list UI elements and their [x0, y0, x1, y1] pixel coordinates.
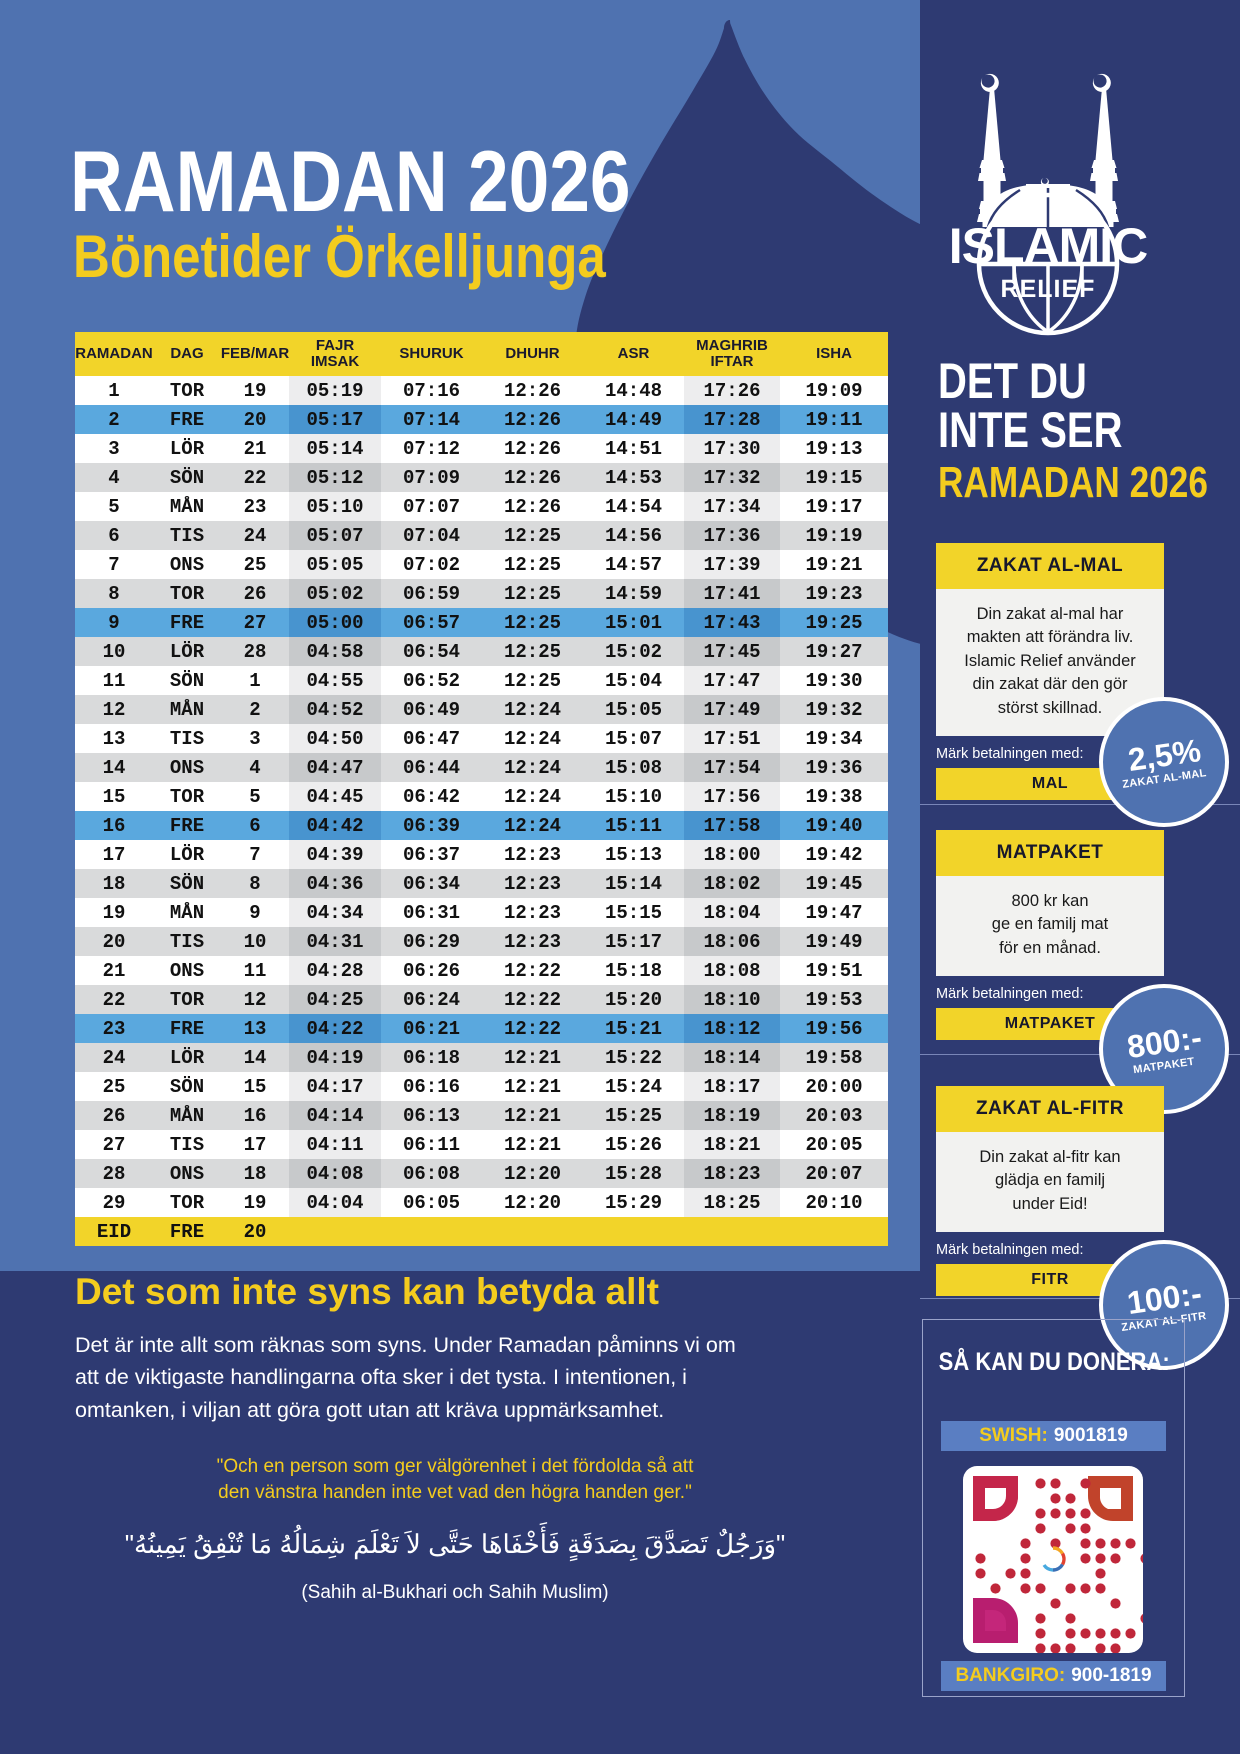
svg-text:RELIEF: RELIEF	[1001, 275, 1096, 303]
